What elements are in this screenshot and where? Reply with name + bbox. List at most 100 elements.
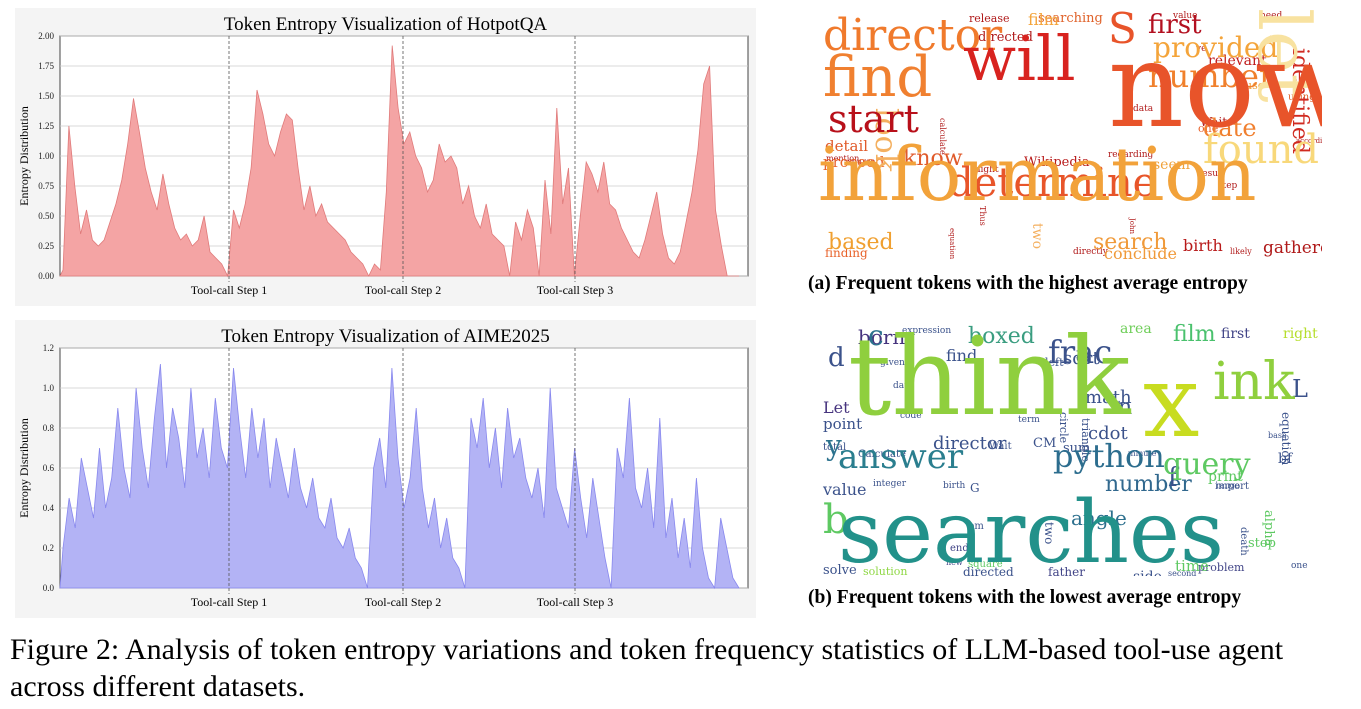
y-tick-label: 2.00 bbox=[38, 31, 54, 41]
wordcloud-word: left bbox=[1045, 356, 1064, 369]
wordcloud-word: date bbox=[1203, 114, 1257, 142]
wordcloud-word: need bbox=[1260, 11, 1283, 21]
wordcloud-word: S bbox=[1108, 8, 1137, 53]
wordcloud-word: solve bbox=[823, 563, 857, 576]
wordcloud-word: ink bbox=[1213, 352, 1295, 412]
wordcloud-word: now bbox=[1108, 16, 1322, 154]
wordcloud-word: data bbox=[1133, 104, 1154, 114]
wordcloud-word: c bbox=[868, 322, 884, 352]
wordcloud-word: regarding bbox=[1108, 150, 1154, 160]
wordcloud-word: end bbox=[950, 543, 969, 554]
wordcloud-word: directed bbox=[978, 30, 1033, 45]
wordcloud-word: based bbox=[828, 230, 894, 255]
chart-svg: 0.0 0.2 0.4 0.6 0.8 1.0 1.2 Entropy Distributio… bbox=[17, 343, 749, 609]
wordcloud-word: Wait bbox=[989, 441, 1012, 452]
step-marker-label: Tool-call Step 3 bbox=[537, 595, 613, 609]
step-marker-label: Tool-call Step 2 bbox=[365, 283, 441, 297]
wordcloud-word: know bbox=[903, 146, 963, 171]
wordcloud-word: new bbox=[946, 558, 963, 567]
y-tick-label: 0.00 bbox=[38, 271, 54, 281]
wordcloud-word: boxed bbox=[968, 324, 1035, 349]
wordcloud-word: n bbox=[1118, 395, 1133, 420]
wordcloud-word: think bbox=[848, 322, 1131, 440]
wordcloud-word: equation bbox=[948, 228, 956, 260]
wordcloud-word: use bbox=[1245, 79, 1265, 92]
wordcloud-word: father bbox=[1048, 565, 1085, 576]
wordcloud-word: one bbox=[1198, 122, 1219, 135]
wordcloud-word: find bbox=[946, 346, 978, 365]
wordcloud-word: first bbox=[1148, 10, 1202, 40]
wordcloud-word: expression bbox=[902, 326, 952, 336]
wordcloud-word: will bbox=[963, 22, 1076, 95]
wordcloud-word: detail bbox=[825, 137, 869, 155]
y-tick-label: 1.50 bbox=[38, 91, 54, 101]
wordcloud-word: math bbox=[1085, 387, 1132, 408]
wordcloud-word: solution bbox=[863, 565, 908, 576]
wordcloud-word: birth bbox=[1183, 236, 1223, 255]
wordcloud-word: angle bbox=[1071, 506, 1127, 530]
figure-caption: Figure 2: Analysis of token entropy vari… bbox=[10, 633, 1284, 703]
wordcloud-word: range bbox=[1216, 481, 1240, 490]
wordcloud-word: sum bbox=[1063, 441, 1091, 456]
wordcloud-word: step bbox=[1218, 181, 1238, 191]
wordcloud-word: number bbox=[1148, 57, 1275, 95]
wordcloud-low-entropy: new minute base range second integer expressio… bbox=[818, 322, 1322, 576]
wordcloud-word: answer bbox=[838, 437, 964, 477]
wordcloud-word: G bbox=[970, 481, 980, 495]
wordcloud-word: birth bbox=[943, 481, 966, 491]
wordcloud-word: code bbox=[900, 411, 922, 421]
wordcloud-word: given bbox=[880, 358, 905, 368]
entropy-area bbox=[59, 45, 739, 278]
wordcloud-word: seem bbox=[1153, 157, 1191, 173]
wordcloud-word: according bbox=[1296, 137, 1322, 145]
wordcloud-word: number bbox=[1105, 472, 1192, 497]
wordcloud-word: determine bbox=[948, 160, 1157, 206]
wordcloud-word: python bbox=[1053, 437, 1165, 475]
chart-title: Token Entropy Visualization of HotpotQA bbox=[223, 14, 548, 35]
wordcloud-word: using bbox=[1288, 92, 1316, 103]
wordcloud-word: result bbox=[1198, 169, 1225, 179]
wordcloud-word: directly bbox=[1073, 247, 1108, 257]
wordcloud-word: first bbox=[1221, 326, 1250, 342]
wordcloud-word: minute bbox=[1128, 449, 1157, 458]
y-axis-label: Entropy Distribution bbox=[17, 418, 31, 518]
wordcloud-word: print bbox=[1208, 469, 1243, 485]
wordcloud-word: two bbox=[1029, 223, 1045, 250]
wordcloud-word: Wait bbox=[1200, 115, 1228, 129]
wordcloud-word: gathered bbox=[1263, 238, 1322, 258]
wordcloud-word: likely bbox=[1230, 247, 1252, 256]
wordcloud-word: f bbox=[1168, 463, 1178, 493]
wordcloud-word: b bbox=[823, 497, 849, 543]
wordcloud-word: finding bbox=[825, 246, 868, 260]
wordcloud-caption-b: (b) Frequent tokens with the lowest aver… bbox=[808, 587, 1242, 608]
wordcloud-word: film bbox=[1028, 10, 1059, 29]
y-tick-label: 1.0 bbox=[43, 383, 55, 393]
y-tick-label: 0.25 bbox=[38, 241, 54, 251]
wordcloud-word: Wikipedia bbox=[1024, 155, 1090, 170]
wordcloud-word: time bbox=[1175, 557, 1209, 575]
wordcloud-word: query bbox=[1163, 447, 1251, 482]
hotpotqa-entropy-chart: Token Entropy Visualization of HotpotQA … bbox=[15, 8, 756, 306]
wordcloud-word: death bbox=[1238, 527, 1249, 556]
y-tick-label: 1.75 bbox=[38, 61, 54, 71]
wordcloud-word: y bbox=[826, 429, 842, 462]
wordcloud-word: pm bbox=[968, 521, 984, 532]
entropy-area bbox=[59, 363, 740, 590]
step-marker-label: Tool-call Step 1 bbox=[191, 283, 267, 297]
wordcloud-word: bf bbox=[1278, 451, 1293, 467]
wordcloud-word: x bbox=[1143, 343, 1200, 460]
wordcloud-word: value bbox=[823, 480, 867, 499]
step-marker-label: Tool-call Step 3 bbox=[537, 283, 613, 297]
wordcloud-word: integer bbox=[873, 479, 907, 489]
wordcloud-word: value bbox=[1173, 11, 1198, 21]
wordcloud-word: problem bbox=[1198, 561, 1245, 574]
wordcloud-word: start bbox=[828, 97, 919, 141]
wordcloud-word: right bbox=[1283, 326, 1318, 342]
y-tick-label: 0.4 bbox=[43, 503, 55, 513]
wordcloud-word: ve bbox=[1196, 44, 1207, 54]
wordcloud-word: date bbox=[893, 381, 914, 391]
chart-svg: 0.00 0.25 0.50 0.75 1.00 1.25 1.50 1.75 2.00 Entr… bbox=[17, 31, 749, 297]
wordcloud-high-entropy: equationJohnaccordingmentionsourcecalcul… bbox=[818, 8, 1322, 262]
wordcloud-word: conclude bbox=[1104, 244, 1177, 262]
wordcloud-word: area bbox=[1120, 322, 1152, 337]
